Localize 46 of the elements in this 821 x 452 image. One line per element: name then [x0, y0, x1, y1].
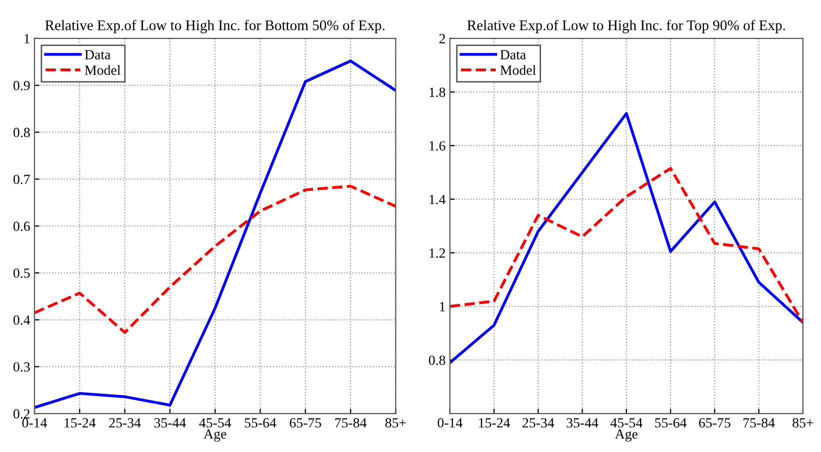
y-tick-label: 0.2 [13, 409, 30, 419]
y-tick-label: 0.4 [13, 315, 30, 325]
x-tick-label: 65-75 [699, 418, 730, 428]
x-tick-label: 35-44 [566, 418, 598, 428]
x-tick-label: 25-34 [522, 418, 554, 428]
chart-title: Relative Exp.of Low to High Inc. for Bottom 50% of Exp. [45, 20, 384, 34]
legend-label: Model [500, 65, 536, 75]
x-tick-label: 75-84 [335, 418, 367, 428]
x-tick-label: 85+ [792, 418, 814, 428]
legend-label: Data [500, 50, 526, 60]
legend-label: Data [84, 50, 111, 60]
line-series [450, 166, 803, 324]
x-tick-label: 45-54 [199, 418, 232, 428]
x-tick-label: 55-64 [244, 418, 276, 428]
y-tick-label: 0.8 [13, 128, 30, 138]
x-tick-label: 45-54 [610, 418, 642, 428]
x-tick-label: 55-64 [655, 418, 687, 428]
x-tick-label: 0-14 [438, 418, 462, 428]
line-series [34, 184, 396, 334]
y-tick-label: 2 [439, 34, 445, 44]
y-tick-label: 1.8 [430, 88, 446, 98]
y-tick-label: 0.6 [13, 222, 30, 232]
x-tick-label: 65-75 [290, 418, 322, 428]
line-series [450, 112, 803, 364]
y-tick-label: 1 [24, 34, 30, 44]
y-tick-label: 1 [440, 302, 445, 312]
y-tick-label: 0.3 [13, 362, 30, 372]
y-tick-label: 0.7 [13, 174, 30, 184]
line-series [34, 60, 396, 409]
x-tick-label: 85+ [385, 418, 406, 428]
y-tick-label: 0.8 [428, 356, 446, 365]
x-axis-title: Age [204, 429, 226, 442]
x-tick-label: 75-84 [744, 418, 775, 428]
x-tick-label: 25-34 [109, 418, 141, 428]
x-axis-title: Age [614, 429, 638, 442]
legend-label: Model [84, 65, 120, 75]
chart-title: Relative Exp.of Low to High Inc. for Top 90% of Exp. [467, 20, 786, 34]
x-tick-label: 15-24 [64, 418, 96, 428]
y-tick-label: 1.4 [430, 194, 446, 204]
x-tick-label: 35-44 [154, 418, 186, 428]
y-tick-label: 1.2 [430, 248, 445, 258]
y-tick-label: 1.6 [430, 141, 446, 151]
y-tick-label: 0.9 [13, 80, 30, 90]
x-tick-label: 15-24 [479, 418, 510, 428]
y-tick-label: 0.5 [13, 268, 30, 278]
x-tick-label: 0-14 [22, 418, 47, 428]
